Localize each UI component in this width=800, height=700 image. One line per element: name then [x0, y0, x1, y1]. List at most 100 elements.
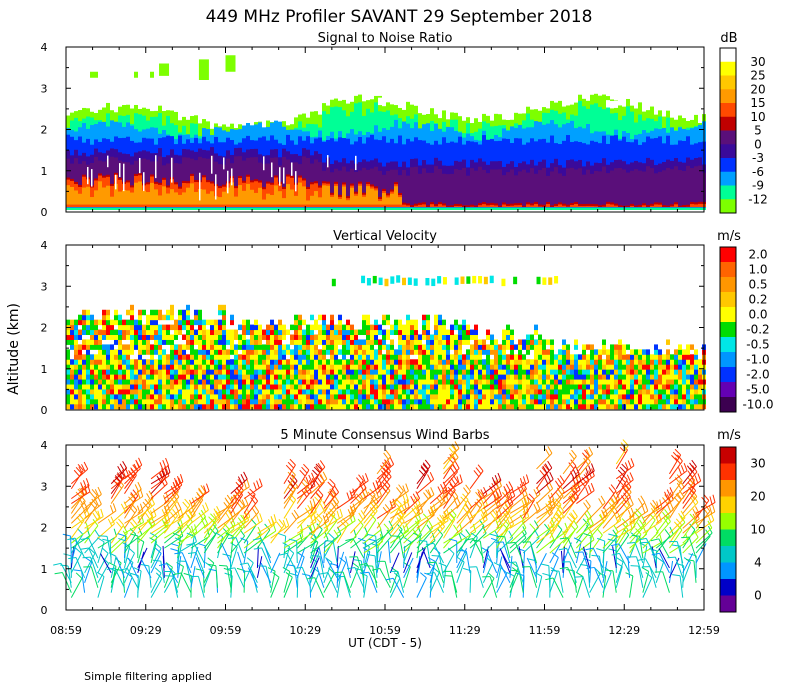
snr-cell: [678, 205, 682, 208]
snr-spike: [279, 167, 281, 186]
vv-cell: [198, 344, 202, 350]
vv-cell: [462, 339, 466, 345]
wind-barb: [252, 537, 272, 559]
vv-cell: [230, 334, 234, 340]
wind-barb: [507, 541, 524, 564]
vv-cell: [258, 359, 262, 365]
vv-cell: [478, 388, 482, 395]
vv-cell: [318, 388, 322, 395]
vv-cell: [494, 354, 498, 360]
vv-cell: [606, 403, 610, 410]
vv-cell: [474, 324, 478, 331]
vv-cell: [134, 319, 138, 326]
vv-cell: [638, 403, 642, 410]
snr-spike: [123, 163, 125, 192]
y-tick-label: 2: [41, 322, 48, 335]
vv-cell: [506, 369, 510, 375]
vv-cell: [670, 374, 674, 380]
wind-barb: [323, 513, 338, 539]
vv-cell: [198, 384, 202, 390]
vv-cell: [282, 379, 286, 385]
snr-cell: [646, 205, 650, 208]
vv-cell: [602, 393, 606, 400]
vv-cell: [342, 354, 346, 360]
vv-cell: [86, 364, 90, 370]
vv-cell: [206, 369, 210, 375]
vv-cell: [402, 364, 406, 370]
vv-cell: [170, 304, 174, 311]
snr-spike: [283, 167, 285, 184]
vv-cell: [638, 369, 642, 375]
vv-cell: [246, 403, 250, 410]
vv-cell: [270, 393, 274, 400]
vv-cell: [314, 319, 318, 326]
vv-cell: [662, 359, 666, 365]
vv-cell: [294, 403, 298, 410]
vv-cell: [634, 379, 638, 385]
vv-cell: [298, 379, 302, 385]
vv-cell: [334, 374, 338, 380]
wind-barb: [323, 478, 336, 504]
snr-cell: [686, 165, 690, 208]
vv-cell: [690, 344, 694, 350]
vv-cell: [694, 374, 698, 380]
vv-cell: [442, 403, 446, 410]
vv-cell: [114, 364, 118, 370]
vv-cell: [642, 388, 646, 395]
vv-cell: [578, 364, 582, 370]
wind-barb: [602, 504, 618, 529]
wind-barb: [669, 515, 686, 539]
vv-cell: [118, 379, 122, 385]
vv-cell: [278, 393, 282, 400]
snr-cell: [534, 173, 538, 208]
wind-barb: [190, 483, 210, 504]
vv-cell: [234, 369, 238, 375]
vv-cell: [398, 359, 402, 365]
vv-cell: [550, 349, 554, 355]
vv-cell: [258, 354, 262, 360]
vv-cell: [318, 314, 322, 321]
vv-cell: [630, 364, 634, 370]
vv-cell: [486, 359, 490, 365]
vv-cell: [230, 339, 234, 345]
vv-cell: [314, 393, 318, 400]
vv-cell: [270, 329, 274, 336]
colorbar-label: -12: [748, 192, 768, 206]
vv-cell: [482, 374, 486, 380]
vv-cell: [106, 324, 110, 331]
vv-cell: [450, 344, 454, 350]
vv-cell: [374, 329, 378, 336]
wind-barb: [540, 563, 551, 588]
vv-cell: [278, 369, 282, 375]
vv-cell: [178, 388, 182, 395]
vv-cell: [78, 384, 82, 390]
vv-cell: [290, 349, 294, 355]
wind-barb: [296, 498, 317, 519]
wind-barb: [97, 516, 115, 539]
vv-cell: [178, 349, 182, 355]
vv-cell: [562, 398, 566, 405]
wind-barb: [350, 510, 366, 534]
snr-cell: [510, 169, 514, 208]
vv-cell: [242, 349, 246, 355]
snr-cell: [542, 204, 546, 208]
vv-cell: [642, 403, 646, 410]
wind-barb: [669, 448, 682, 475]
vv-cell: [234, 398, 238, 405]
vv-cell: [342, 403, 346, 410]
vv-cell: [246, 329, 250, 336]
vv-cell: [414, 359, 418, 365]
vv-cell: [110, 388, 114, 395]
vv-cell: [546, 359, 550, 365]
vv-cell: [458, 349, 462, 355]
vv-cell: [282, 334, 286, 340]
vv-cell: [250, 354, 254, 360]
snr-cell: [338, 170, 342, 208]
vv-cell: [586, 379, 590, 385]
vv-cell: [442, 393, 446, 400]
vv-cell: [558, 364, 562, 370]
vv-cell: [437, 276, 442, 284]
vv-cell: [334, 393, 338, 400]
vv-cell: [202, 344, 206, 350]
vv-cell: [202, 359, 206, 365]
